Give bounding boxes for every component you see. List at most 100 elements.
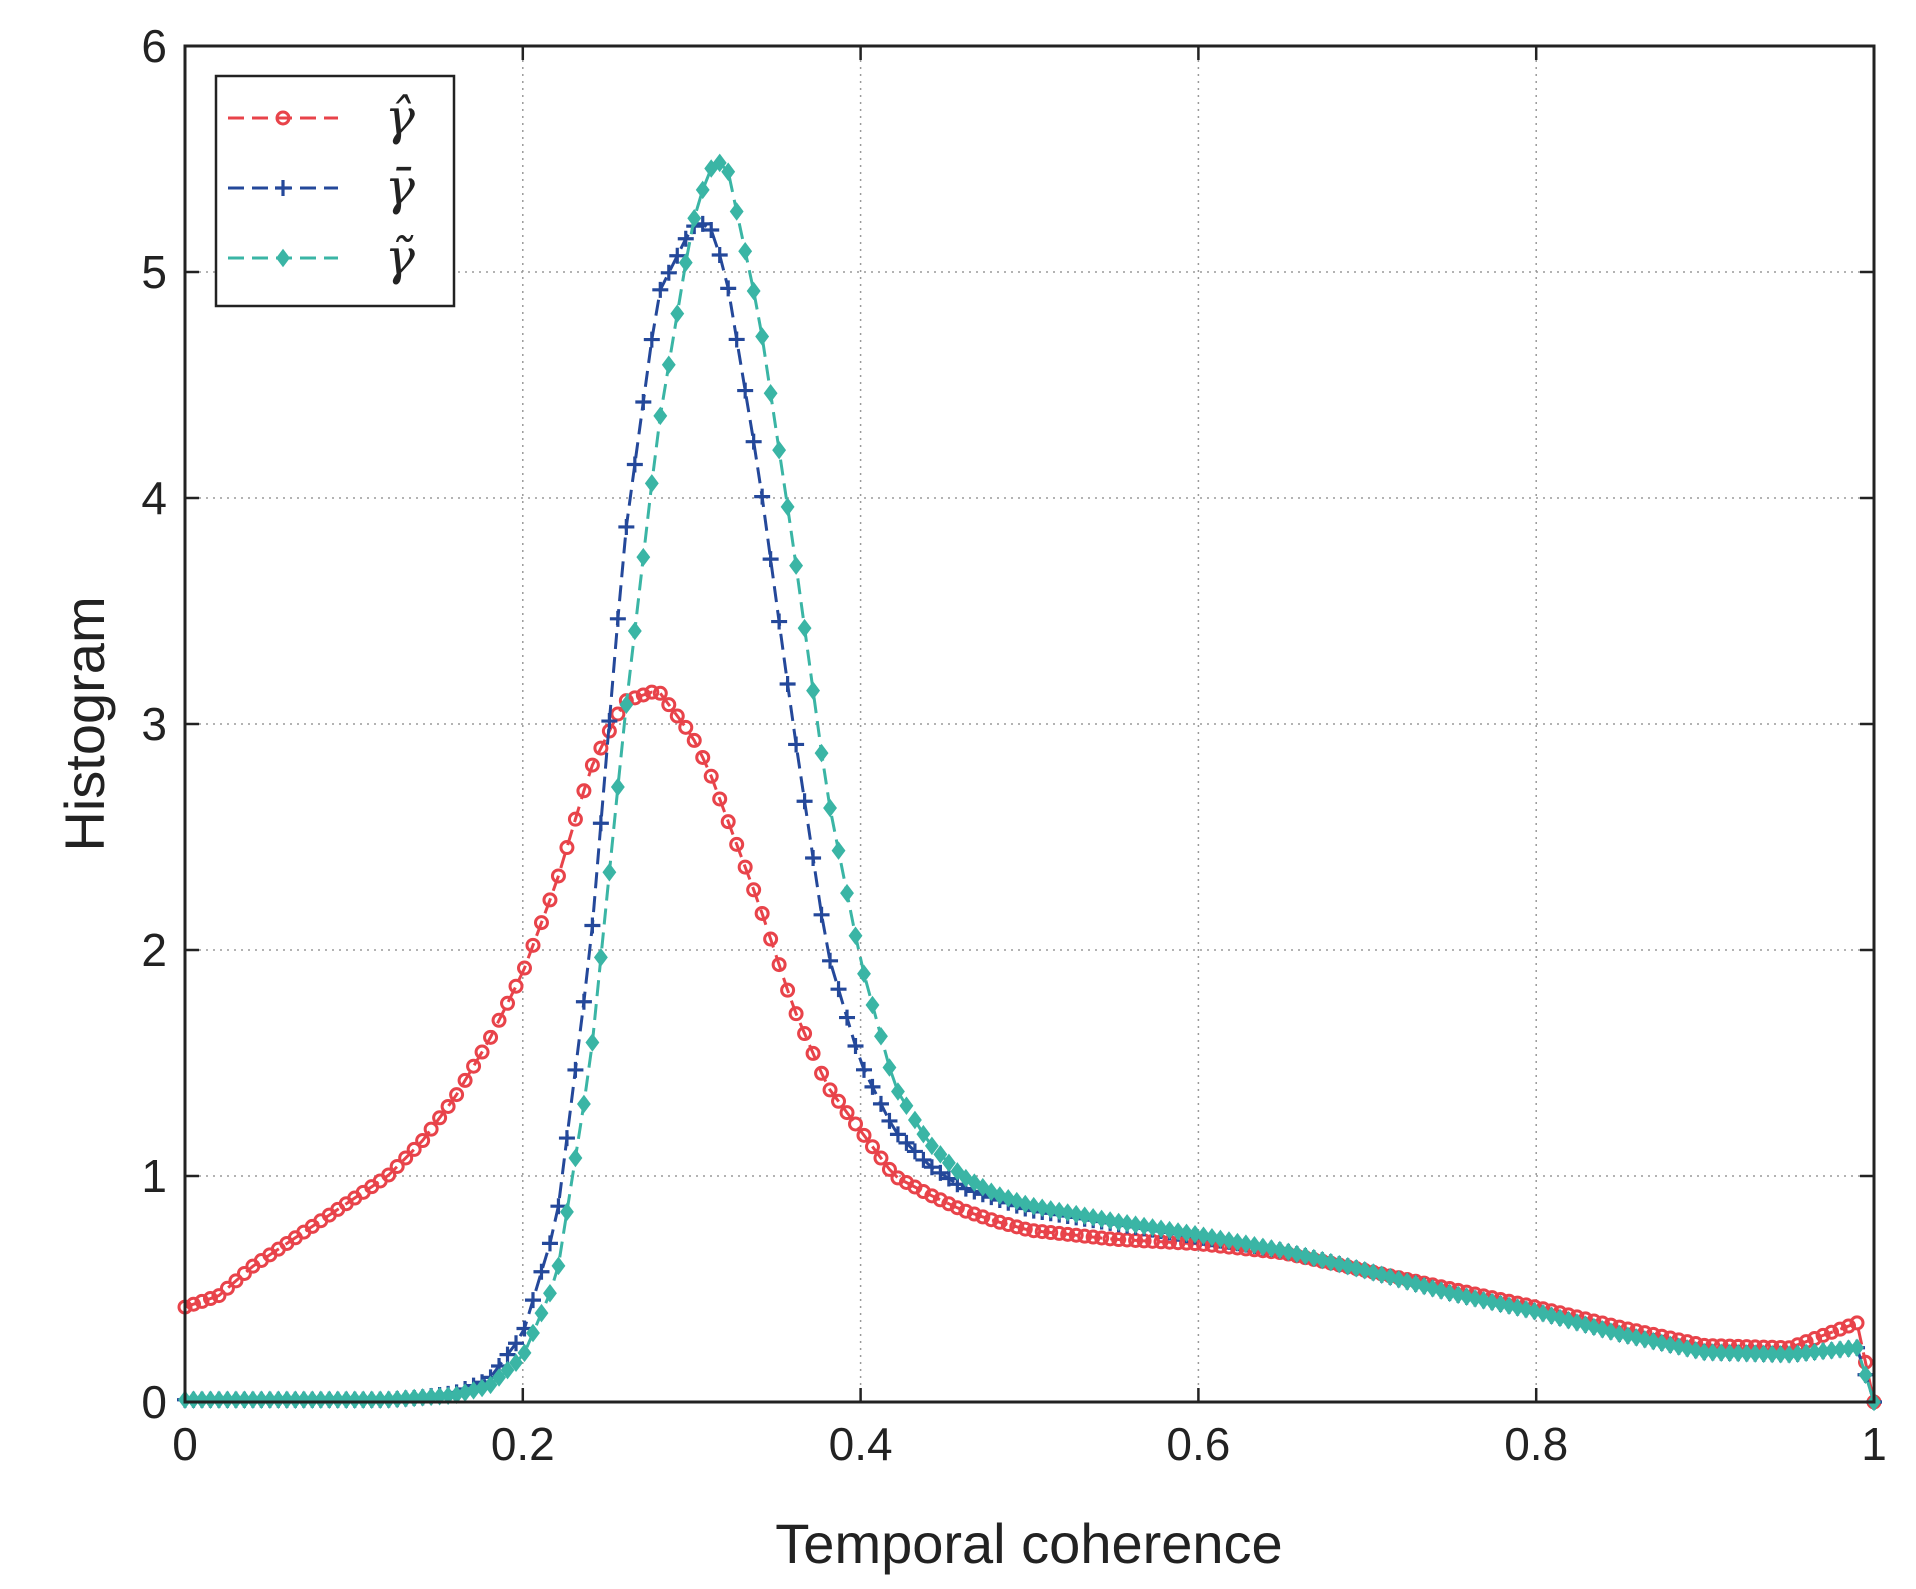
- data-point: [584, 917, 601, 934]
- data-point: [202, 1291, 218, 1307]
- data-point: [831, 1093, 847, 1109]
- data-point: [609, 610, 626, 627]
- data-point: [983, 1212, 999, 1228]
- data-point: [840, 883, 854, 903]
- y-tick-label: 4: [141, 472, 167, 524]
- data-point: [1502, 1296, 1516, 1316]
- data-point: [1374, 1265, 1389, 1285]
- data-point: [924, 1136, 939, 1156]
- data-point: [1017, 1221, 1033, 1237]
- data-point: [500, 995, 516, 1011]
- data-point: [872, 1095, 889, 1112]
- y-axis-label: Histogram: [53, 596, 116, 851]
- data-point: [644, 474, 659, 493]
- data-point: [728, 331, 745, 348]
- data-point: [1519, 1300, 1533, 1319]
- data-point: [1213, 1229, 1228, 1249]
- data-point: [720, 814, 736, 830]
- data-point: [881, 1112, 898, 1129]
- data-point: [923, 1159, 940, 1176]
- data-point: [823, 798, 837, 818]
- data-point: [558, 1130, 575, 1147]
- data-point: [1654, 1333, 1669, 1353]
- data-point: [627, 621, 642, 641]
- data-point: [1086, 1208, 1101, 1227]
- x-tick-label: 0.4: [829, 1418, 893, 1470]
- data-point: [1510, 1298, 1525, 1317]
- data-point: [627, 690, 643, 706]
- data-point: [1493, 1294, 1508, 1314]
- data-point: [789, 556, 804, 575]
- data-point: [814, 743, 829, 763]
- data-point: [618, 518, 635, 535]
- data-point: [601, 713, 618, 730]
- legend-box: [214, 74, 456, 308]
- x-tick-label: 0.2: [491, 1418, 555, 1470]
- legend: γ̂ γ̄ γ̃: [214, 74, 456, 308]
- data-point: [1298, 1246, 1313, 1266]
- data-point: [499, 1346, 516, 1363]
- data-point: [755, 327, 770, 346]
- data-point: [984, 1182, 999, 1201]
- data-point: [1289, 1244, 1304, 1264]
- data-point: [1595, 1320, 1610, 1339]
- legend-marker: [276, 248, 290, 268]
- data-point: [1468, 1289, 1483, 1308]
- data-point: [1162, 1220, 1177, 1240]
- data-point: [992, 1214, 1008, 1230]
- data-point: [737, 382, 754, 399]
- data-point: [780, 497, 795, 517]
- data-point: [933, 1145, 948, 1164]
- data-point: [746, 281, 761, 301]
- data-point: [763, 384, 778, 403]
- data-point: [567, 811, 583, 827]
- data-point: [194, 1293, 210, 1309]
- data-point: [1459, 1287, 1474, 1306]
- x-axis-label: Temporal coherence: [775, 1512, 1282, 1575]
- data-point: [1238, 1234, 1253, 1253]
- data-point: [626, 456, 643, 473]
- data-point: [635, 687, 651, 703]
- data-point: [1052, 1201, 1067, 1221]
- data-point: [1603, 1322, 1618, 1341]
- data-point: [738, 241, 753, 261]
- data-point: [678, 253, 693, 272]
- data-point: [1306, 1248, 1321, 1268]
- data-point: [474, 1044, 490, 1060]
- data-point: [1128, 1215, 1143, 1234]
- data-point: [500, 1360, 515, 1380]
- data-point: [575, 993, 592, 1010]
- data-point: [950, 1162, 965, 1181]
- data-point: [1043, 1200, 1058, 1219]
- data-point: [1026, 1223, 1042, 1239]
- data-point: [610, 706, 626, 722]
- data-point: [839, 1009, 856, 1026]
- y-tick-label: 2: [141, 924, 167, 976]
- data-point: [1018, 1194, 1033, 1214]
- x-tick-label: 0.6: [1166, 1418, 1230, 1470]
- data-point: [636, 547, 651, 567]
- y-tick-label: 0: [141, 1376, 167, 1428]
- x-tick-label: 0: [172, 1418, 198, 1470]
- data-point: [593, 948, 608, 967]
- data-point: [542, 892, 558, 908]
- data-point: [1154, 1219, 1168, 1239]
- data-point: [1247, 1236, 1262, 1255]
- data-point: [1536, 1304, 1550, 1323]
- data-point: [889, 1126, 906, 1143]
- ticks: 0 0.2 0.4 0.6 0.8 1 0 1 2 3 4 5 6: [141, 20, 1886, 1470]
- data-point: [788, 1006, 804, 1022]
- data-point: [763, 931, 779, 947]
- y-tick-label: 3: [141, 698, 167, 750]
- legend-label: γ̄: [385, 158, 415, 216]
- data-point: [1145, 1218, 1160, 1237]
- legend-label: γ̃: [385, 228, 415, 286]
- data-point: [652, 281, 669, 298]
- data-point: [703, 222, 720, 239]
- data-point: [891, 1082, 905, 1101]
- data-point: [1043, 1225, 1059, 1241]
- data-point: [729, 836, 745, 852]
- data-point: [576, 783, 592, 799]
- data-point: [1230, 1232, 1245, 1252]
